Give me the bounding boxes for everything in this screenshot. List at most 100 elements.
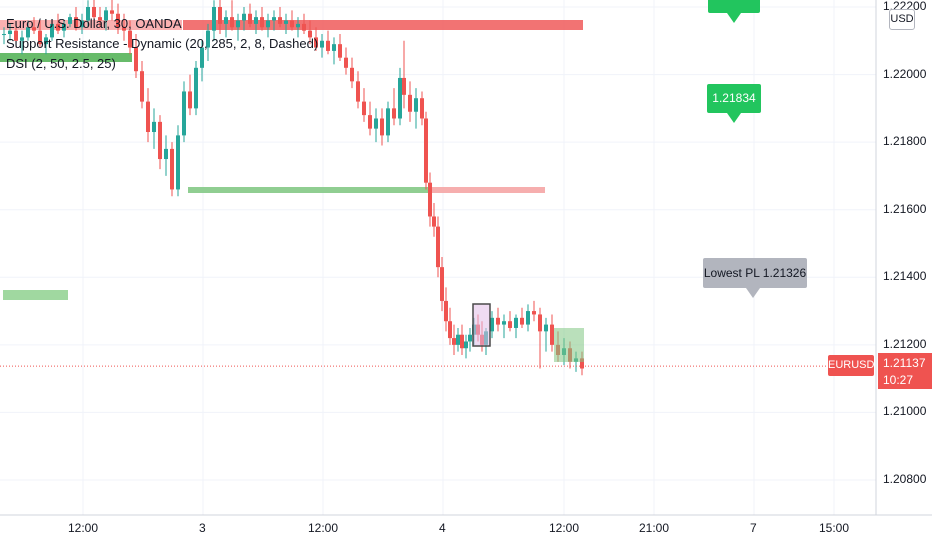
candle[interactable] bbox=[224, 10, 228, 38]
candle[interactable] bbox=[140, 61, 144, 109]
candle[interactable] bbox=[380, 108, 384, 146]
candle[interactable] bbox=[164, 135, 168, 176]
candle[interactable] bbox=[460, 324, 464, 355]
candle[interactable] bbox=[456, 327, 460, 352]
candle[interactable] bbox=[50, 20, 54, 41]
candle[interactable] bbox=[386, 101, 390, 143]
candle[interactable] bbox=[116, 3, 120, 35]
candlesticks[interactable] bbox=[2, 0, 584, 376]
candle[interactable] bbox=[122, 13, 126, 41]
candle[interactable] bbox=[338, 34, 342, 62]
candle[interactable] bbox=[290, 10, 294, 31]
candle[interactable] bbox=[188, 74, 192, 116]
candle[interactable] bbox=[236, 13, 240, 41]
candle[interactable] bbox=[254, 10, 258, 35]
indicator-support-resistance[interactable]: Support Resistance - Dynamic (20, 285, 2… bbox=[6, 36, 319, 51]
candle[interactable] bbox=[134, 34, 138, 78]
candle[interactable] bbox=[98, 7, 102, 28]
candle[interactable] bbox=[496, 307, 500, 332]
candle[interactable] bbox=[194, 61, 198, 116]
candle[interactable] bbox=[452, 324, 456, 355]
candle[interactable] bbox=[440, 257, 444, 312]
candle[interactable] bbox=[170, 142, 174, 197]
candle[interactable] bbox=[428, 172, 432, 227]
candle[interactable] bbox=[350, 57, 354, 89]
candle[interactable] bbox=[408, 81, 412, 122]
candle[interactable] bbox=[526, 304, 530, 332]
candle[interactable] bbox=[520, 307, 524, 328]
candle[interactable] bbox=[490, 311, 494, 339]
currency-label[interactable]: USD bbox=[889, 9, 915, 30]
candle[interactable] bbox=[448, 307, 452, 345]
candle[interactable] bbox=[128, 20, 132, 55]
candle[interactable] bbox=[308, 20, 312, 45]
candle[interactable] bbox=[14, 27, 18, 48]
candle[interactable] bbox=[326, 30, 330, 55]
candle[interactable] bbox=[212, 0, 216, 41]
candle[interactable] bbox=[32, 17, 36, 35]
candle[interactable] bbox=[278, 7, 282, 28]
candle[interactable] bbox=[92, 0, 96, 21]
candle[interactable] bbox=[544, 317, 548, 352]
candle[interactable] bbox=[152, 108, 156, 149]
candle[interactable] bbox=[368, 101, 372, 136]
candle[interactable] bbox=[68, 13, 72, 28]
candle[interactable] bbox=[414, 88, 418, 129]
candle[interactable] bbox=[242, 7, 246, 31]
candle[interactable] bbox=[468, 327, 472, 352]
candle[interactable] bbox=[230, 0, 234, 31]
candle[interactable] bbox=[302, 13, 306, 35]
symbol-title[interactable]: Euro / U.S. Dollar, 30, OANDA bbox=[6, 16, 182, 31]
candle[interactable] bbox=[356, 71, 360, 109]
candle[interactable] bbox=[260, 7, 264, 31]
candle[interactable] bbox=[74, 7, 78, 31]
candle[interactable] bbox=[218, 0, 222, 35]
candle[interactable] bbox=[62, 20, 66, 38]
candle[interactable] bbox=[550, 314, 554, 352]
candle[interactable] bbox=[514, 314, 518, 339]
candle[interactable] bbox=[8, 23, 12, 41]
indicator-dsi[interactable]: DSI (2, 50, 2.5, 25) bbox=[6, 56, 116, 71]
candle[interactable] bbox=[44, 34, 48, 55]
candle[interactable] bbox=[374, 108, 378, 143]
candle[interactable] bbox=[532, 300, 536, 322]
candle[interactable] bbox=[80, 13, 84, 35]
candle[interactable] bbox=[392, 88, 396, 126]
candle[interactable] bbox=[464, 334, 468, 359]
candle[interactable] bbox=[502, 314, 506, 339]
candle[interactable] bbox=[362, 88, 366, 122]
candle[interactable] bbox=[284, 13, 288, 35]
candle[interactable] bbox=[444, 287, 448, 332]
candle[interactable] bbox=[26, 20, 30, 41]
candle[interactable] bbox=[206, 23, 210, 62]
candle[interactable] bbox=[20, 30, 24, 55]
candle[interactable] bbox=[398, 67, 402, 126]
candle[interactable] bbox=[104, 7, 108, 31]
candle[interactable] bbox=[320, 34, 324, 58]
candle[interactable] bbox=[110, 0, 114, 21]
candle[interactable] bbox=[432, 202, 436, 237]
candle[interactable] bbox=[176, 125, 180, 197]
candle[interactable] bbox=[420, 91, 424, 126]
candle[interactable] bbox=[344, 47, 348, 75]
candle[interactable] bbox=[86, 0, 90, 28]
candle[interactable] bbox=[436, 216, 440, 278]
candle[interactable] bbox=[266, 13, 270, 38]
candle[interactable] bbox=[182, 81, 186, 143]
candle[interactable] bbox=[424, 111, 428, 190]
candle[interactable] bbox=[272, 10, 276, 31]
candle[interactable] bbox=[248, 3, 252, 28]
candle[interactable] bbox=[508, 311, 512, 332]
chart-legend[interactable]: Euro / U.S. Dollar, 30, OANDA Support Re… bbox=[6, 14, 318, 74]
candle[interactable] bbox=[314, 27, 318, 51]
candle[interactable] bbox=[538, 307, 542, 369]
candle[interactable] bbox=[146, 88, 150, 143]
candle[interactable] bbox=[158, 115, 162, 170]
candle[interactable] bbox=[200, 40, 204, 82]
candle[interactable] bbox=[296, 17, 300, 38]
candle[interactable] bbox=[56, 13, 60, 35]
candle[interactable] bbox=[402, 40, 406, 109]
candle[interactable] bbox=[332, 37, 336, 65]
